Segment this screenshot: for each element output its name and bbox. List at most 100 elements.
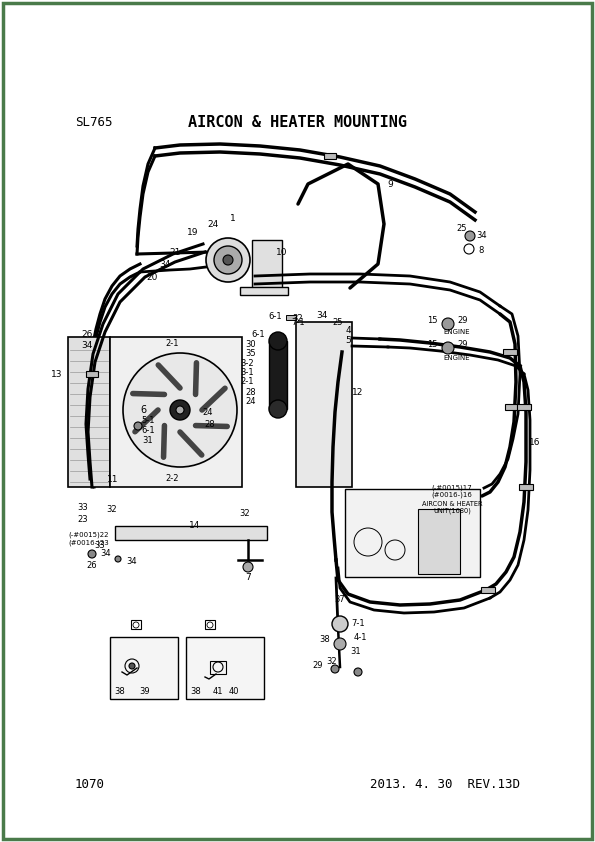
Text: 29: 29 [458, 316, 468, 324]
Text: (#0016-)23: (#0016-)23 [68, 540, 109, 546]
Text: 31: 31 [350, 647, 361, 657]
Bar [503, 349, 517, 355]
Text: 6: 6 [140, 405, 146, 415]
Text: 32: 32 [327, 658, 337, 667]
Text: AIRCON & HEATER MOUNTING: AIRCON & HEATER MOUNTING [187, 115, 406, 130]
Text: 34: 34 [126, 557, 137, 566]
Text: 19: 19 [187, 227, 199, 237]
Text: 29: 29 [458, 339, 468, 349]
Text: 4-1: 4-1 [353, 632, 367, 642]
Text: 12: 12 [352, 387, 364, 397]
Text: 10: 10 [276, 248, 288, 257]
Text: 15: 15 [427, 316, 437, 324]
Text: 5: 5 [345, 335, 351, 344]
Circle shape [442, 318, 454, 330]
Text: 23: 23 [78, 514, 88, 524]
Text: 9: 9 [387, 179, 393, 189]
Text: 41: 41 [213, 688, 223, 696]
Text: 32: 32 [107, 505, 117, 514]
Circle shape [442, 342, 454, 354]
Circle shape [223, 255, 233, 265]
Bar [110, 637, 178, 699]
Circle shape [465, 231, 475, 241]
Text: 21: 21 [170, 248, 181, 257]
Text: 34: 34 [82, 340, 93, 349]
Text: 34: 34 [100, 550, 111, 558]
Text: 3-2: 3-2 [240, 359, 254, 367]
Circle shape [334, 638, 346, 650]
Text: (-#0015)17: (-#0015)17 [431, 485, 472, 491]
Bar [86, 371, 98, 377]
Text: 15: 15 [427, 339, 437, 349]
Text: 14: 14 [189, 520, 201, 530]
Circle shape [134, 422, 142, 430]
Text: 5-1: 5-1 [141, 415, 155, 424]
Text: ENGINE: ENGINE [444, 329, 470, 335]
Text: ENGINE: ENGINE [444, 355, 470, 361]
Text: 2-1: 2-1 [240, 376, 254, 386]
Circle shape [214, 246, 242, 274]
Bar [186, 637, 264, 699]
Text: 38: 38 [115, 688, 126, 696]
Text: 40: 40 [228, 688, 239, 696]
Text: 7: 7 [245, 573, 251, 582]
Circle shape [206, 238, 250, 282]
Text: 6-1: 6-1 [268, 312, 282, 321]
Text: 34: 34 [477, 231, 487, 239]
Text: 33: 33 [95, 541, 105, 550]
Bar [286, 315, 296, 320]
Text: 28: 28 [205, 419, 215, 429]
Bar [205, 620, 215, 629]
Text: UNIT(1680): UNIT(1680) [433, 508, 471, 514]
Bar [296, 322, 352, 487]
Text: 8: 8 [478, 246, 484, 254]
Text: 7-1: 7-1 [291, 317, 305, 327]
Circle shape [243, 562, 253, 572]
Circle shape [123, 353, 237, 467]
Bar [505, 404, 519, 410]
Bar [131, 620, 141, 629]
Circle shape [331, 665, 339, 673]
Text: 39: 39 [140, 688, 151, 696]
Text: 35: 35 [245, 349, 256, 358]
Text: (#0016-)16: (#0016-)16 [431, 492, 472, 498]
Text: 34: 34 [317, 311, 328, 319]
Circle shape [115, 556, 121, 562]
Bar [517, 404, 531, 410]
Circle shape [332, 616, 348, 632]
Text: 28: 28 [245, 387, 256, 397]
Text: (-#0015)22: (-#0015)22 [68, 532, 108, 538]
Bar [324, 153, 336, 159]
Text: 26: 26 [87, 561, 98, 569]
Text: 25: 25 [457, 223, 467, 232]
Text: 32: 32 [240, 509, 250, 519]
Circle shape [129, 663, 135, 669]
Bar [519, 484, 533, 490]
Text: AIRCON & HEATER: AIRCON & HEATER [422, 501, 483, 507]
Bar [110, 337, 242, 487]
Bar [418, 509, 460, 574]
Text: 3-1: 3-1 [240, 367, 254, 376]
Bar [252, 240, 282, 292]
Text: 31: 31 [143, 435, 154, 445]
Text: 33: 33 [77, 503, 89, 511]
Text: 25: 25 [333, 317, 343, 327]
Text: 34: 34 [159, 259, 171, 269]
Text: 1070: 1070 [75, 779, 105, 791]
Text: 2013. 4. 30  REV.13D: 2013. 4. 30 REV.13D [370, 779, 520, 791]
Text: 2-1: 2-1 [165, 338, 178, 348]
Bar [210, 661, 226, 674]
Text: 1: 1 [230, 214, 236, 222]
Text: 24: 24 [246, 397, 256, 406]
Text: 2-2: 2-2 [165, 473, 178, 482]
Circle shape [269, 332, 287, 350]
Bar [68, 337, 110, 487]
Text: 38: 38 [190, 688, 201, 696]
Text: 30: 30 [245, 339, 256, 349]
Text: 6-1: 6-1 [141, 425, 155, 434]
Circle shape [176, 406, 184, 414]
Text: 24: 24 [203, 408, 213, 417]
Circle shape [88, 550, 96, 558]
Text: 32: 32 [293, 313, 303, 322]
Text: 11: 11 [107, 475, 119, 483]
